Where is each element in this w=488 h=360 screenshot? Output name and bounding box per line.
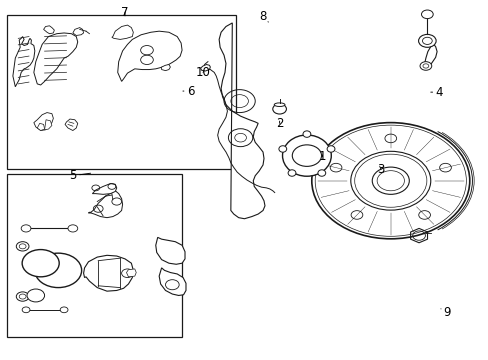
Polygon shape [37,123,44,131]
Circle shape [16,292,29,301]
Polygon shape [112,25,133,40]
Ellipse shape [282,135,330,176]
Circle shape [68,225,78,232]
Polygon shape [34,33,78,85]
Circle shape [21,225,31,232]
Circle shape [421,10,432,19]
Polygon shape [83,255,133,291]
Polygon shape [126,269,136,277]
Circle shape [292,145,321,166]
Bar [6,15,235,169]
Ellipse shape [326,146,334,152]
Circle shape [60,307,68,313]
Ellipse shape [287,170,295,176]
Circle shape [22,249,59,277]
Circle shape [22,307,30,313]
Ellipse shape [303,131,310,137]
Polygon shape [65,119,78,131]
Circle shape [419,62,431,70]
Polygon shape [219,23,264,219]
Polygon shape [13,37,35,87]
Polygon shape [118,31,182,81]
Circle shape [272,104,286,114]
Text: 9: 9 [442,306,449,319]
Text: 10: 10 [195,66,210,79]
Text: 8: 8 [259,10,266,23]
Polygon shape [156,237,184,264]
Circle shape [35,253,81,288]
Text: 1: 1 [318,150,325,163]
Text: 3: 3 [377,163,384,176]
Polygon shape [34,113,53,131]
Bar [6,174,182,337]
Text: 2: 2 [275,117,283,130]
Polygon shape [159,268,185,296]
Polygon shape [43,26,54,34]
Circle shape [311,123,469,239]
Ellipse shape [274,103,285,107]
Circle shape [16,242,29,251]
Polygon shape [92,184,117,194]
Circle shape [27,289,44,302]
Text: 5: 5 [69,169,77,182]
Polygon shape [44,120,52,130]
Circle shape [418,35,435,47]
Text: 7: 7 [121,6,128,19]
Polygon shape [200,64,210,71]
Text: 4: 4 [435,86,443,99]
Ellipse shape [317,170,325,176]
Ellipse shape [278,146,286,152]
Text: 6: 6 [187,85,194,98]
Polygon shape [73,28,83,36]
Polygon shape [88,191,122,218]
Circle shape [350,151,430,210]
Polygon shape [161,64,170,71]
